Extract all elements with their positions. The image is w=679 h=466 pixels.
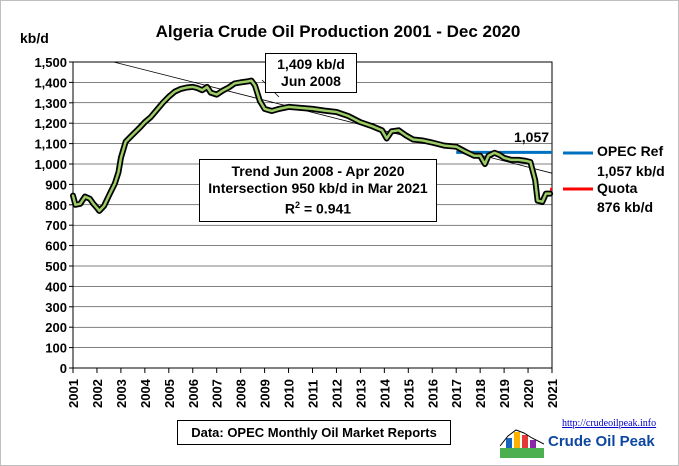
- y-axis-label: kb/d: [20, 30, 49, 46]
- x-tick-label: 2012: [329, 379, 344, 408]
- x-tick-label: 2001: [66, 379, 81, 408]
- peak-annotation: 1,409 kb/d Jun 2008: [265, 53, 357, 93]
- legend-opec-value: 1,057 kb/d: [597, 163, 665, 179]
- logo-url: http://crudeoilpeak.info: [562, 418, 657, 429]
- chart-title: Algeria Crude Oil Production 2001 - Dec …: [156, 22, 521, 41]
- trend-annotation: Trend Jun 2008 - Apr 2020 Intersection 9…: [199, 159, 437, 222]
- y-tick-label: 200: [45, 320, 67, 335]
- y-tick-label: 1,300: [34, 96, 67, 111]
- x-tick-label: 2005: [162, 379, 177, 408]
- r2-superscript: 2: [295, 200, 301, 210]
- x-tick-label: 2016: [425, 379, 440, 408]
- y-tick-label: 400: [45, 279, 67, 294]
- y-tick-label: 1,500: [34, 55, 67, 70]
- legend-opec-label: OPEC Ref: [597, 143, 664, 159]
- x-tick-label: 2008: [234, 379, 249, 408]
- series-line: [71, 79, 552, 213]
- y-tick-label: 1,200: [34, 116, 67, 131]
- r2-value: = 0.941: [300, 200, 352, 217]
- y-tick-label: 100: [45, 341, 67, 356]
- peak-annotation-date: Jun 2008: [281, 73, 341, 89]
- grid-lines: [73, 82, 552, 348]
- x-tick-label: 2015: [401, 379, 416, 408]
- y-tick-label: 1,400: [34, 75, 67, 90]
- legend-opec-swatch: [563, 151, 593, 155]
- legend-quota-label: Quota: [597, 180, 638, 196]
- crude-oil-peak-logo: http://crudeoilpeak.info Crude Oil Peak: [500, 418, 670, 460]
- x-tick-label: 2020: [521, 379, 536, 408]
- x-tick-label: 2019: [497, 379, 512, 408]
- trend-annotation-intersection: Intersection 950 kb/d in Mar 2021: [208, 180, 428, 196]
- source-note: Data: OPEC Monthly Oil Market Reports: [177, 420, 451, 445]
- legend-quota-value: 876 kb/d: [597, 199, 654, 215]
- y-tick-label: 0: [60, 361, 67, 376]
- peak-annotation-value: 1,409 kb/d: [277, 56, 345, 72]
- x-tick-label: 2009: [258, 379, 273, 408]
- trend-annotation-r2: R2 = 0.941: [200, 197, 436, 218]
- x-axis-ticks: 2001 2002 2003 2004 2005 2006 2007 2008 2009 2010…: [66, 368, 560, 408]
- oil-field-icon: [500, 429, 544, 458]
- x-tick-label: 2003: [114, 379, 129, 408]
- y-tick-label: 1,100: [34, 137, 67, 152]
- x-tick-label: 2002: [90, 379, 105, 408]
- y-tick-label: 300: [45, 300, 67, 315]
- x-tick-label: 2007: [210, 379, 225, 408]
- x-tick-label: 2013: [353, 379, 368, 408]
- x-tick-label: 2010: [282, 379, 297, 408]
- opec-ref-value-label: 1,057: [514, 129, 550, 145]
- logo-name: Crude Oil Peak: [548, 433, 655, 450]
- legend-quota-swatch: [563, 187, 593, 191]
- y-axis-ticks: 0 100 200 300 400 500 600 700 800 900 1,000 1,100 1,…: [34, 55, 73, 376]
- x-tick-label: 2021: [545, 379, 560, 408]
- r2-symbol: R: [284, 200, 296, 217]
- x-tick-label: 2018: [473, 379, 488, 408]
- y-tick-label: 600: [45, 239, 67, 254]
- series-group: [70, 77, 554, 214]
- x-tick-label: 2014: [377, 378, 392, 408]
- y-tick-label: 700: [45, 218, 67, 233]
- x-tick-label: 2011: [306, 380, 321, 408]
- y-tick-label: 500: [45, 259, 67, 274]
- y-tick-label: 800: [45, 198, 67, 213]
- x-tick-label: 2017: [449, 379, 464, 408]
- trend-annotation-title: Trend Jun 2008 - Apr 2020: [231, 163, 405, 179]
- y-tick-label: 1,000: [34, 157, 67, 172]
- x-tick-label: 2004: [138, 378, 153, 408]
- x-tick-label: 2006: [186, 379, 201, 408]
- y-tick-label: 900: [45, 177, 67, 192]
